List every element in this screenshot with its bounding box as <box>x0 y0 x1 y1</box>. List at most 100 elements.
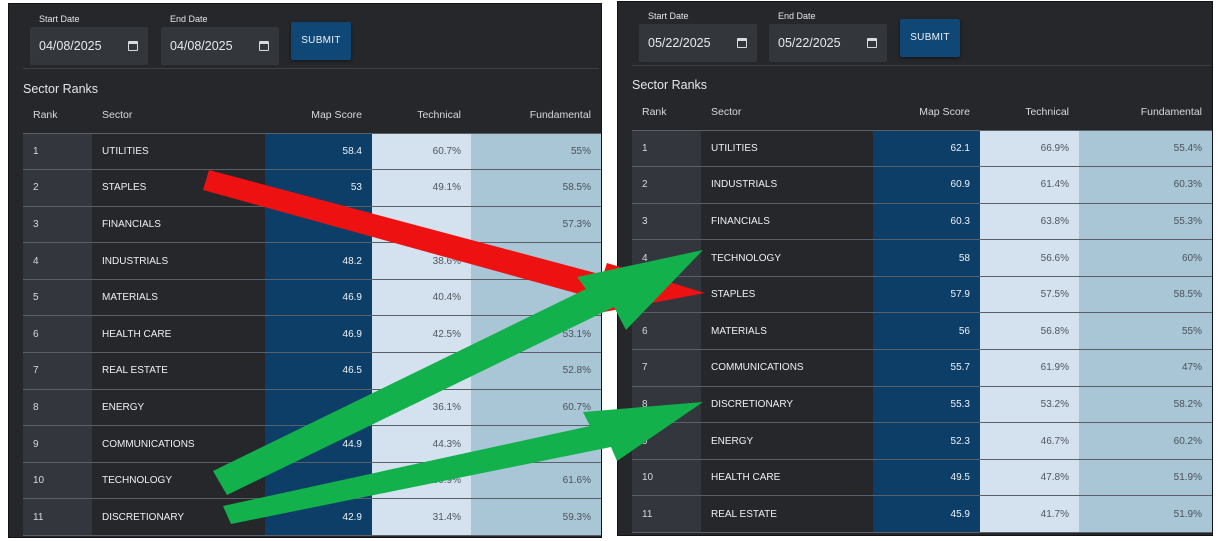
fundamental-cell <box>471 425 601 463</box>
fundamental-cell: 57.3% <box>471 206 601 244</box>
fundamental-cell: 55.3% <box>1079 203 1212 241</box>
sector-cell: TECHNOLOGY <box>701 239 873 277</box>
map-score-cell: 49 <box>265 206 372 244</box>
calendar-icon[interactable] <box>128 41 138 51</box>
start-date-input[interactable]: 05/22/2025 <box>639 24 757 62</box>
sector-header[interactable]: Sector <box>701 94 873 131</box>
map-score-cell <box>265 389 372 427</box>
sector-cell: FINANCIALS <box>92 206 265 244</box>
end-date-label: End Date <box>778 11 816 21</box>
end-date-input[interactable]: 05/22/2025 <box>769 24 887 62</box>
end-date-value: 05/22/2025 <box>778 36 841 50</box>
start-date-label: Start Date <box>648 11 689 21</box>
submit-button[interactable]: SUBMIT <box>291 22 351 60</box>
map-score-cell: 56 <box>873 312 980 351</box>
table-row: 7 REAL ESTATE 46.5 52.8% <box>23 352 601 390</box>
map-score-header[interactable]: Map Score <box>873 94 980 131</box>
fundamental-cell: 58.5% <box>471 169 601 207</box>
table-row: 10 TECHNOLOGY 30.9% 61.6% <box>23 462 601 500</box>
map-score-cell: 57.9 <box>873 276 980 314</box>
sector-cell: REAL ESTATE <box>701 495 873 534</box>
sector-cell: FINANCIALS <box>701 203 873 241</box>
map-score-cell: 62.1 <box>873 130 980 168</box>
calendar-icon[interactable] <box>737 38 747 48</box>
fundamental-cell: 60.7% <box>471 389 601 427</box>
fundamental-cell <box>471 279 601 317</box>
technical-cell: 36.1% <box>372 389 471 427</box>
sector-cell: DISCRETIONARY <box>92 498 265 537</box>
map-score-cell: 48.2 <box>265 242 372 280</box>
right-dashboard-panel: Start Date 05/22/2025 End Date 05/22/202… <box>617 1 1213 536</box>
sector-cell: INDUSTRIALS <box>701 166 873 204</box>
table-row: 2 INDUSTRIALS 60.9 61.4% 60.3% <box>632 166 1212 204</box>
rank-cell: 11 <box>632 495 701 534</box>
map-score-cell <box>265 462 372 500</box>
rank-header[interactable]: Rank <box>632 94 701 131</box>
rank-header[interactable]: Rank <box>23 97 92 134</box>
rank-cell: 9 <box>23 425 92 463</box>
rank-cell: 1 <box>632 130 701 168</box>
table-row: 4 TECHNOLOGY 58 56.6% 60% <box>632 239 1212 277</box>
rank-cell: 2 <box>23 169 92 207</box>
sector-header[interactable]: Sector <box>92 97 265 134</box>
sector-cell: STAPLES <box>701 276 873 314</box>
map-score-header[interactable]: Map Score <box>265 97 372 134</box>
fundamental-header[interactable]: Fundamental <box>471 97 601 134</box>
table-row: 4 INDUSTRIALS 48.2 38.6% <box>23 242 601 280</box>
rank-cell: 3 <box>23 206 92 244</box>
rank-cell: 3 <box>632 203 701 241</box>
end-date-group: End Date 04/08/2025 <box>161 14 279 65</box>
start-date-value: 05/22/2025 <box>648 36 711 50</box>
table-row: 1 UTILITIES 58.4 60.7% 55% <box>23 133 601 171</box>
fundamental-cell: 55% <box>471 133 601 171</box>
start-date-input[interactable]: 04/08/2025 <box>30 27 148 65</box>
technical-cell: 44.3% <box>372 425 471 463</box>
technical-header[interactable]: Technical <box>980 94 1079 131</box>
start-date-group: Start Date 05/22/2025 <box>639 11 757 62</box>
technical-cell <box>372 206 471 244</box>
sector-cell: TECHNOLOGY <box>92 462 265 500</box>
end-date-input[interactable]: 04/08/2025 <box>161 27 279 65</box>
map-score-cell: 55.7 <box>873 349 980 387</box>
technical-cell <box>372 352 471 390</box>
map-score-cell: 42.9 <box>265 498 372 537</box>
technical-cell: 63.8% <box>980 203 1079 241</box>
table-row: 10 HEALTH CARE 49.5 47.8% 51.9% <box>632 459 1212 497</box>
sector-cell: DISCRETIONARY <box>701 386 873 424</box>
sector-cell: UTILITIES <box>92 133 265 171</box>
table-row: 7 COMMUNICATIONS 55.7 61.9% 47% <box>632 349 1212 387</box>
rank-cell: 7 <box>23 352 92 390</box>
technical-cell: 46.7% <box>980 422 1079 460</box>
sector-cell: UTILITIES <box>701 130 873 168</box>
technical-cell: 60.7% <box>372 133 471 171</box>
fundamental-cell: 60.2% <box>1079 422 1212 460</box>
technical-cell: 49.1% <box>372 169 471 207</box>
submit-button[interactable]: SUBMIT <box>900 19 960 57</box>
map-score-cell: 53 <box>265 169 372 207</box>
fundamental-header[interactable]: Fundamental <box>1079 94 1212 131</box>
fundamental-cell: 53.1% <box>471 315 601 354</box>
technical-cell: 56.8% <box>980 312 1079 351</box>
technical-cell: 66.9% <box>980 130 1079 168</box>
start-date-label: Start Date <box>39 14 80 24</box>
calendar-icon[interactable] <box>259 41 269 51</box>
technical-cell: 41.7% <box>980 495 1079 534</box>
fundamental-cell: 58.2% <box>1079 386 1212 424</box>
technical-cell: 56.6% <box>980 239 1079 277</box>
technical-cell: 61.9% <box>980 349 1079 387</box>
rank-cell: 10 <box>23 462 92 500</box>
map-score-cell: 58 <box>873 239 980 277</box>
calendar-icon[interactable] <box>867 38 877 48</box>
sector-cell: MATERIALS <box>701 312 873 351</box>
rank-cell: 8 <box>23 389 92 427</box>
sector-cell: HEALTH CARE <box>92 315 265 354</box>
table-row: 11 REAL ESTATE 45.9 41.7% 51.9% <box>632 495 1212 534</box>
fundamental-cell: 52.8% <box>471 352 601 390</box>
map-score-cell: 60.3 <box>873 203 980 241</box>
rank-cell: 1 <box>23 133 92 171</box>
sector-ranks-table: Rank Sector Map Score Technical Fundamen… <box>632 94 1212 534</box>
table-row: 2 STAPLES 53 49.1% 58.5% <box>23 169 601 207</box>
start-date-value: 04/08/2025 <box>39 39 102 53</box>
sector-cell: HEALTH CARE <box>701 459 873 497</box>
technical-header[interactable]: Technical <box>372 97 471 134</box>
